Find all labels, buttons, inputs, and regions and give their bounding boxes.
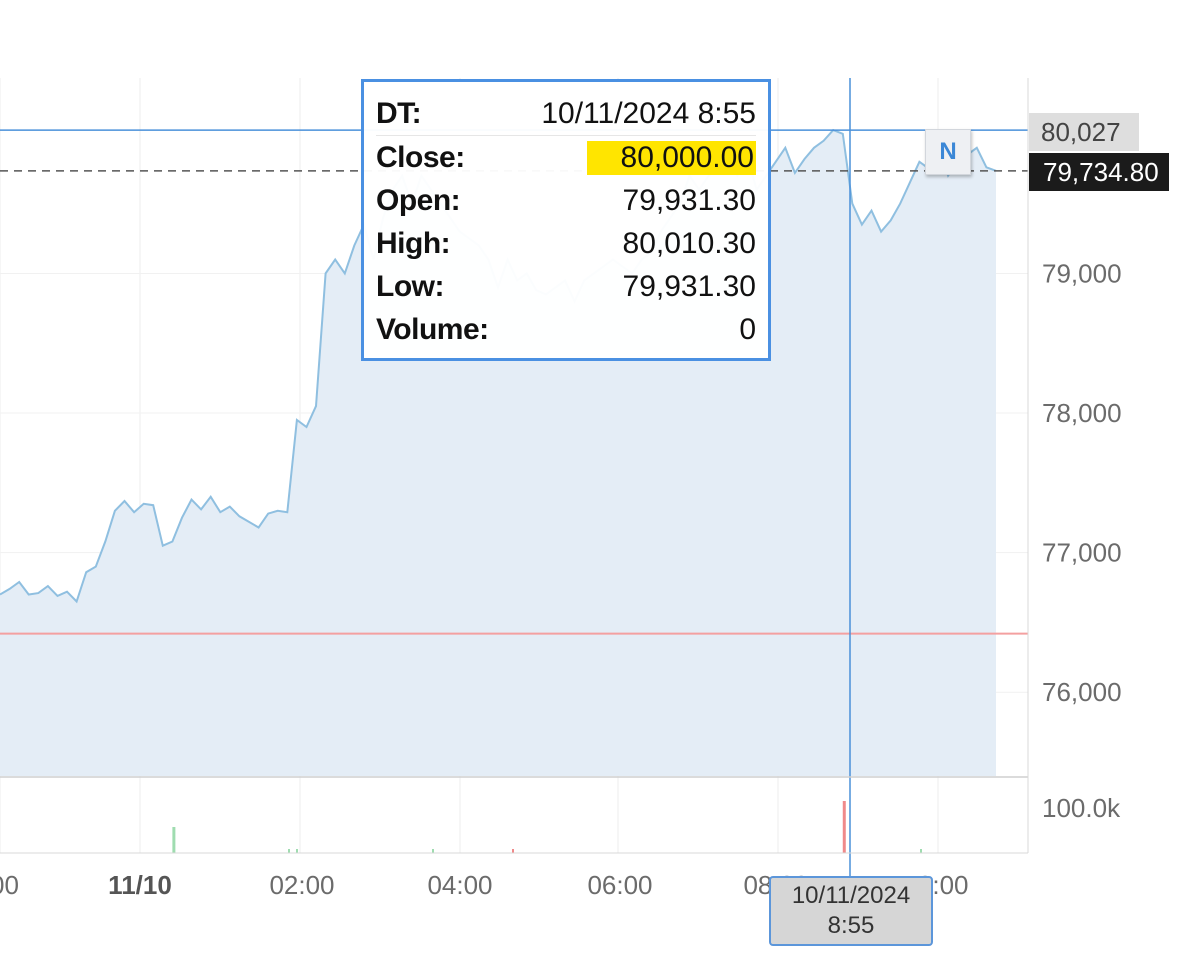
tooltip-value-highlighted: 80,000.00 bbox=[586, 140, 756, 175]
x-tick-label: 06:00 bbox=[587, 870, 652, 900]
volume-bar bbox=[172, 827, 176, 853]
y-tick-label: 78,000 bbox=[1042, 398, 1122, 428]
volume-bar bbox=[842, 801, 846, 853]
y-tick-label: 79,000 bbox=[1042, 258, 1122, 288]
volume-bar bbox=[432, 849, 434, 853]
tooltip-label: DT: bbox=[376, 96, 422, 130]
last-price-tag: 79,734.80 bbox=[1029, 153, 1169, 191]
x-tick-label: 00 bbox=[0, 870, 19, 900]
tooltip-value: 79,931.30 bbox=[622, 269, 756, 303]
ohlc-tooltip: DT: 10/11/2024 8:55 Close: 80,000.00 Ope… bbox=[361, 79, 771, 361]
x-tick-label: 04:00 bbox=[427, 870, 492, 900]
y-axis-labels: 79,000 78,000 77,000 76,000 100.0k bbox=[1042, 258, 1122, 823]
tooltip-row-open: Open: 79,931.30 bbox=[376, 179, 756, 222]
tooltip-row-dt: DT: 10/11/2024 8:55 bbox=[376, 92, 756, 136]
tooltip-label: Low: bbox=[376, 269, 444, 303]
tooltip-label: Open: bbox=[376, 183, 461, 217]
tooltip-value: 10/11/2024 8:55 bbox=[541, 96, 756, 130]
x-tick-label: 02:00 bbox=[269, 870, 334, 900]
cursor-time-tag: 10/11/2024 8:55 bbox=[769, 876, 933, 946]
tooltip-row-low: Low: 79,931.30 bbox=[376, 265, 756, 308]
hover-price-tag: 80,027 bbox=[1029, 113, 1139, 151]
tooltip-row-volume: Volume: 0 bbox=[376, 308, 756, 351]
y-tick-label: 77,000 bbox=[1042, 538, 1122, 568]
tooltip-label: Close: bbox=[376, 140, 465, 174]
volume-bar bbox=[920, 849, 922, 853]
tooltip-label: High: bbox=[376, 226, 451, 260]
volume-bar bbox=[288, 849, 290, 853]
volume-axis-label: 100.0k bbox=[1042, 793, 1121, 823]
tooltip-value: 79,931.30 bbox=[622, 183, 756, 217]
news-marker-icon[interactable]: N bbox=[925, 129, 971, 175]
tooltip-row-high: High: 80,010.30 bbox=[376, 222, 756, 265]
volume-bar bbox=[512, 849, 514, 853]
cursor-date: 10/11/2024 bbox=[791, 882, 911, 909]
tooltip-row-close: Close: 80,000.00 bbox=[376, 136, 756, 179]
tooltip-value: 80,010.30 bbox=[622, 226, 756, 260]
tooltip-label: Volume: bbox=[376, 312, 489, 346]
cursor-time: 8:55 bbox=[827, 912, 875, 939]
x-tick-label: 11/10 bbox=[108, 870, 172, 900]
y-tick-label: 76,000 bbox=[1042, 677, 1122, 707]
volume-bar bbox=[296, 849, 298, 853]
tooltip-value: 0 bbox=[739, 312, 756, 346]
volume-bars bbox=[172, 801, 922, 853]
